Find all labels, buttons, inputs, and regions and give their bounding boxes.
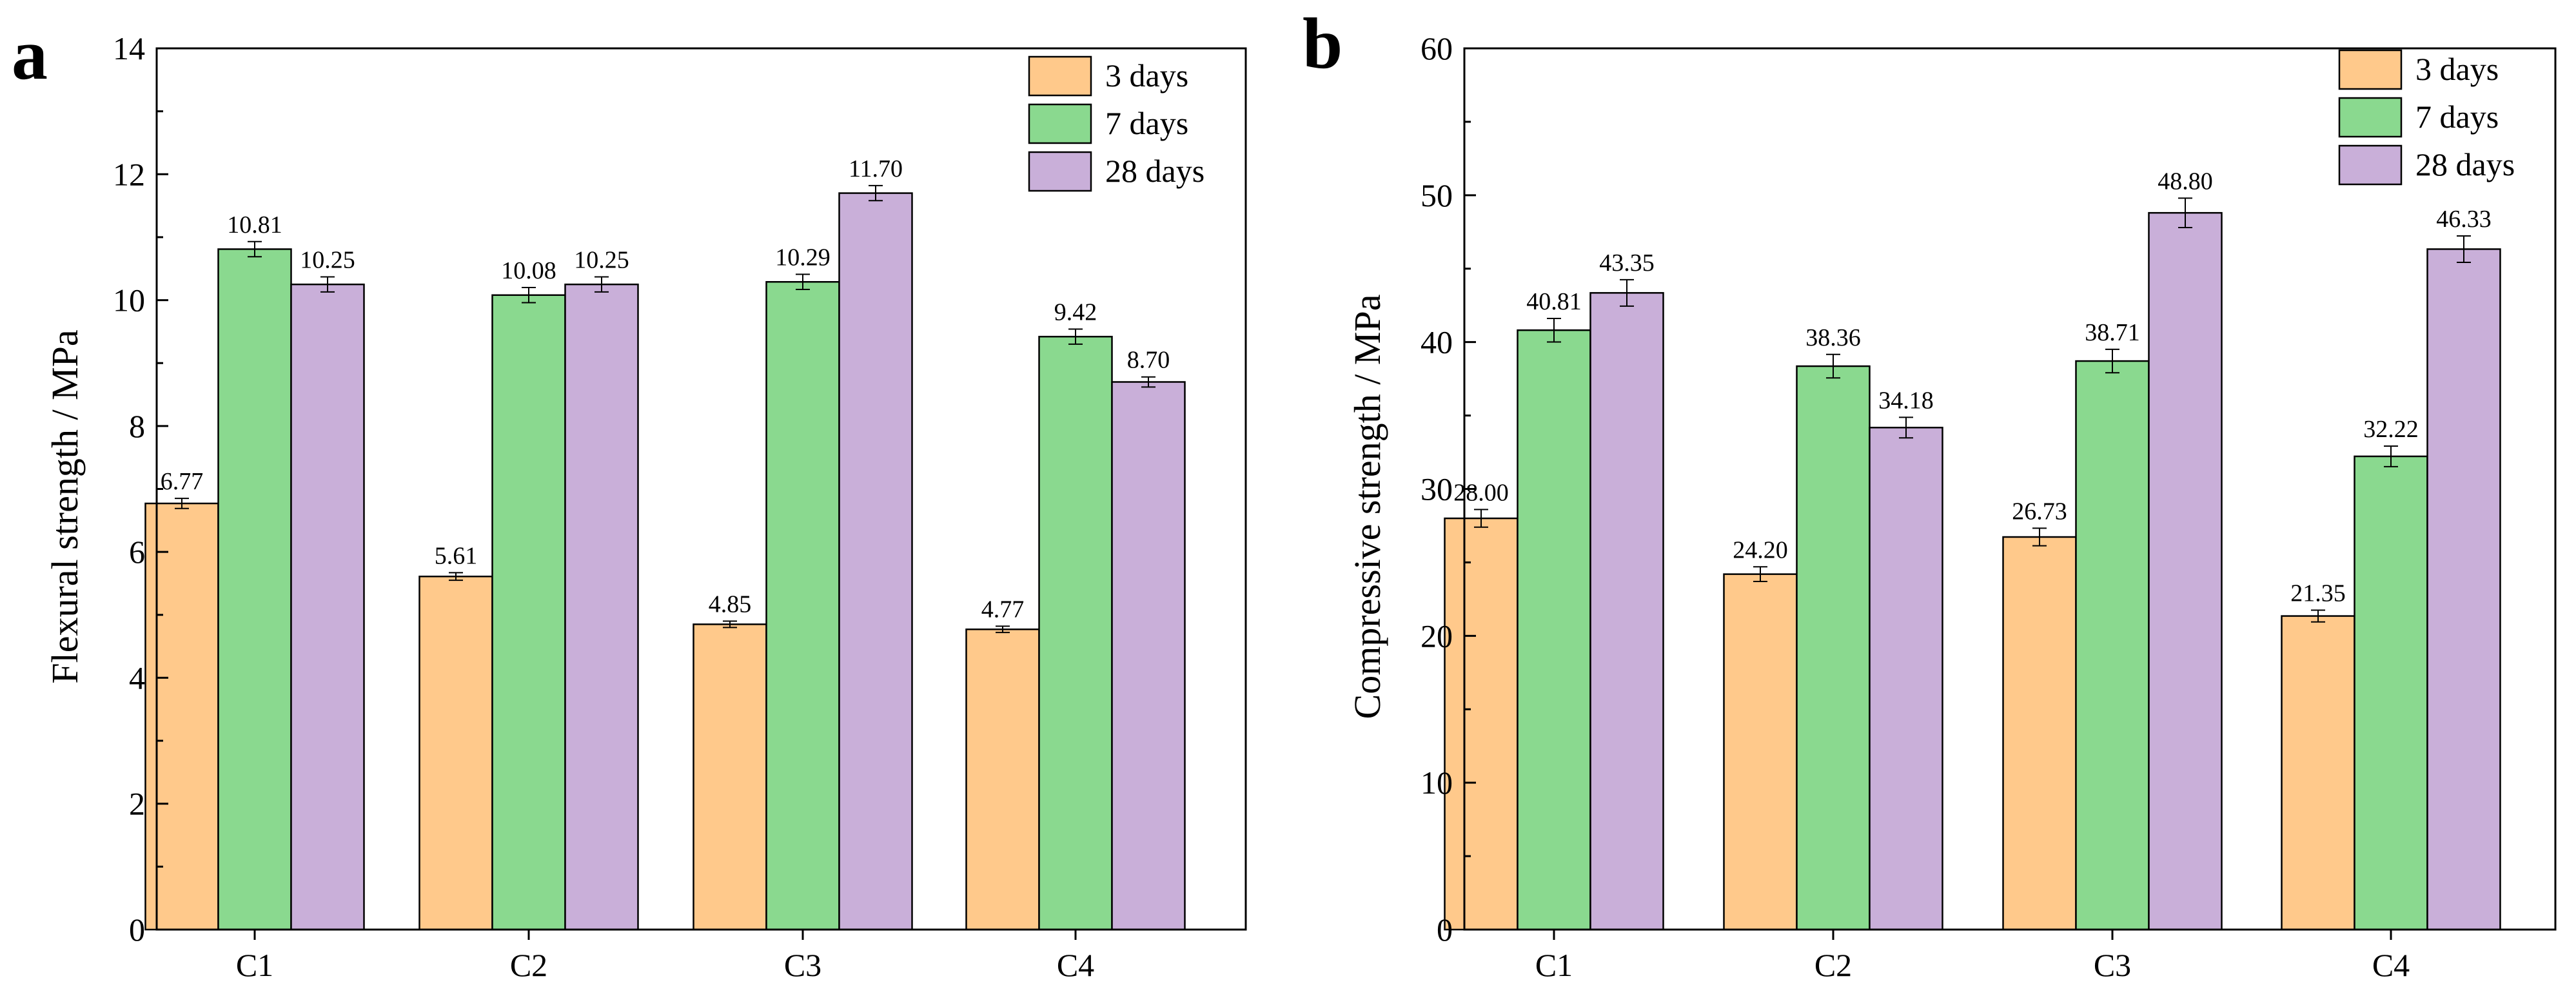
panel-a-bar-c1-28-days [290,283,365,931]
panel-b-bar-c3-7-days [2075,360,2150,931]
panel-a-y-tick-label: 4 [129,659,145,696]
panel-a-bar-c2-3-days [418,575,493,931]
panel-b-data-label: 46.33 [2436,206,2492,233]
panel-b-bar-c2-28-days [1869,427,1943,931]
panel-a-y-tick-label: 8 [129,408,145,444]
panel-b-data-label: 43.35 [1599,249,1655,277]
panel-b-data-label: 26.73 [2012,498,2067,525]
panel-b-compressive-strength-chart: b Compressive strength / MPa 28.00 24.20 2… [1303,4,2557,983]
panel-b-data-label: 24.20 [1733,536,1788,563]
panel-b-x-category-c2: C2 [1814,947,1852,983]
panel-a-bar-c4-3-days [965,628,1040,931]
panel-b-data-label: 28.00 [1453,479,1509,506]
panel-a-legend-swatch-7-days [1028,103,1092,144]
panel-a-y-tick-label: 6 [129,534,145,570]
panel-a-y-tick-label: 0 [129,912,145,948]
panel-b-y-tick-label: 20 [1421,618,1453,654]
panel-b-bar-c1-3-days [1444,517,1519,931]
panel-b-legend-label-28-days: 28 days [2415,146,2515,182]
panel-a-bar-c4-7-days [1038,335,1113,931]
panel-b-y-tick-label: 30 [1421,471,1453,507]
panel-a-y-axis-title: Flexural strength / MPa [44,329,86,683]
panel-a-bar-c4-28-days [1111,381,1186,931]
panel-a-data-label: 10.08 [501,257,556,284]
panel-b-y-tick-label: 40 [1421,324,1453,360]
panel-a-data-label: 6.77 [161,468,204,495]
panel-b-data-label: 32.22 [2363,416,2419,443]
panel-a-x-category-c3: C3 [784,947,821,983]
panel-a-data-label: 5.61 [435,542,478,569]
panel-a-legend-swatch-28-days [1028,151,1092,192]
panel-a-y-tick-label: 12 [113,156,145,192]
panel-b-data-label: 38.36 [1805,324,1861,351]
panel-a-bar-c3-28-days [838,192,913,931]
panel-a-bar-c1-7-days [217,248,292,931]
panel-a-flexural-strength-chart: a Flexural strength / MPa 6.77 5.61 4.85 4.… [12,15,1247,983]
panel-b-bar-c1-28-days [1589,292,1664,931]
panel-a-data-label: 10.25 [300,246,355,273]
panel-b-data-label: 40.81 [1526,288,1582,315]
panel-a-data-label: 10.25 [574,246,629,273]
panel-b-data-label: 21.35 [2290,580,2346,607]
panel-b-data-label: 38.71 [2085,319,2140,346]
panel-a-legend-swatch-3-days [1028,55,1092,97]
panel-a-data-label: 4.85 [709,591,752,618]
panel-b-legend-label-7-days: 7 days [2415,99,2499,135]
panel-b-x-category-c1: C1 [1535,947,1573,983]
panel-a-bar-c2-28-days [564,283,639,931]
panel-b-legend: 3 days 7 days 28 days [2338,49,2515,186]
panel-b-data-label: 34.18 [1878,387,1934,414]
panel-b-data-label: 48.80 [2158,168,2213,195]
panel-b-y-axis-title: Compressive strength / MPa [1346,295,1388,719]
panel-b-bar-c1-7-days [1517,329,1591,931]
panel-b-legend-swatch-7-days [2338,97,2403,138]
panel-b-y-tick-label: 50 [1421,177,1453,213]
panel-b-legend-swatch-28-days [2338,144,2403,186]
panel-a-legend-label-7-days: 7 days [1105,105,1188,141]
panel-a-legend: 3 days 7 days 28 days [1028,55,1204,192]
panel-a-x-category-c1: C1 [236,947,273,983]
panel-b-legend-label-3-days: 3 days [2415,51,2499,87]
panel-a-legend-label-3-days: 3 days [1105,57,1188,93]
panel-a-data-label: 8.70 [1127,347,1170,374]
panel-b-letter: b [1303,4,1342,84]
panel-a-bar-c3-7-days [765,281,840,931]
panel-a-y-tick-label: 10 [113,282,145,318]
panel-a-data-label: 11.70 [849,155,903,182]
panel-b-x-category-c4: C4 [2372,947,2410,983]
panel-b-bar-c4-7-days [2354,455,2428,931]
panel-a-y-tick-label: 14 [113,30,145,66]
panel-b-bar-c3-3-days [2002,536,2077,931]
panel-a-bar-c3-3-days [693,623,767,931]
panel-b-y-tick-label: 0 [1437,912,1453,948]
panel-a-data-label: 10.81 [227,211,282,239]
panel-b-y-tick-label: 10 [1421,765,1453,801]
panel-a-letter: a [12,15,48,95]
panel-b-bar-c3-28-days [2148,211,2223,931]
panel-b-x-category-c3: C3 [2094,947,2131,983]
panel-a-data-label: 9.42 [1054,298,1097,326]
panel-a-x-category-c4: C4 [1057,947,1094,983]
panel-b-bar-c2-7-days [1796,365,1871,931]
panel-b-bar-c2-3-days [1723,573,1798,931]
panel-a-x-category-c2: C2 [510,947,547,983]
panel-a-data-label: 10.29 [775,244,831,271]
panel-b-y-tick-label: 60 [1421,30,1453,66]
panel-a-bar-c2-7-days [491,294,566,931]
panel-b-legend-swatch-3-days [2338,49,2403,90]
panel-a-legend-label-28-days: 28 days [1105,153,1204,189]
panel-b-bar-c4-3-days [2281,615,2355,931]
panel-a-data-label: 4.77 [981,596,1025,623]
panel-b-bar-c4-28-days [2426,248,2501,931]
panel-a-y-tick-label: 2 [129,786,145,822]
